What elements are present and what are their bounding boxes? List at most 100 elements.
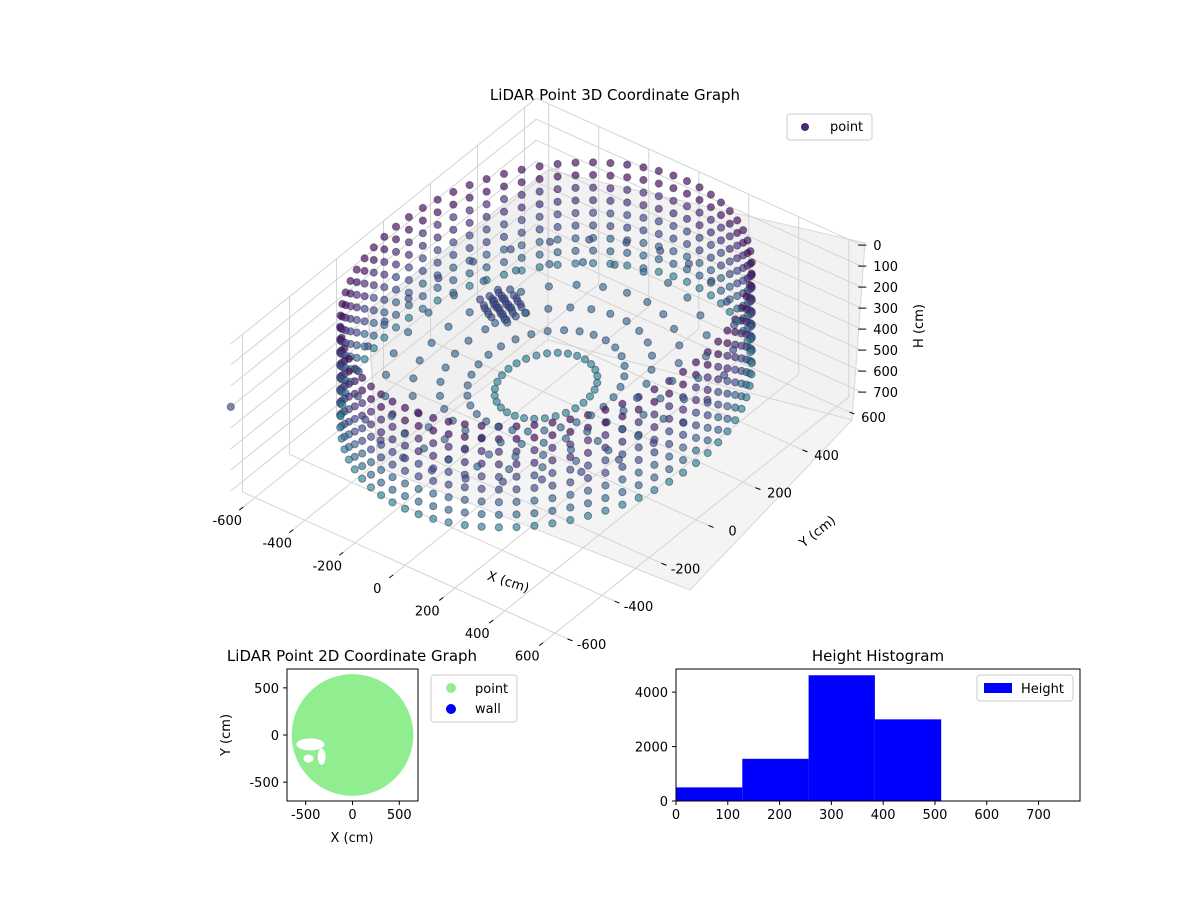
data-point [360,355,369,364]
data-point [369,344,378,353]
grid-line [289,453,615,602]
data-point [682,252,692,261]
data-point [460,495,469,504]
data-point [682,227,692,236]
grid-line [524,264,850,413]
data-point [725,307,734,316]
data-point [377,415,386,424]
data-point [400,441,410,450]
data-point [665,427,674,436]
data-point [474,360,483,369]
data-point [650,423,659,432]
data-point [593,372,602,381]
grid-line [536,97,862,246]
data-point [566,465,575,474]
data-point [639,163,648,172]
chart-3d-zlabel: H (cm) [912,304,927,348]
data-point [380,257,389,267]
data-point [633,432,643,441]
data-point [465,181,474,190]
data-point [606,234,615,243]
data-point [706,266,716,275]
data-point [566,427,575,436]
data-point [716,261,726,270]
data-point [366,470,376,479]
data-point [623,160,632,169]
data-point [449,225,458,234]
data-point [723,389,732,398]
data-point [380,320,389,330]
data-point [639,226,648,235]
data-point [505,465,514,474]
data-point [418,304,427,313]
data-point [679,405,688,414]
y-tick-label: 0 [271,729,279,744]
data-point [366,407,376,416]
data-point [695,195,704,205]
data-point [622,238,631,247]
data-point [665,452,674,461]
y-tick-label: 600 [861,411,886,426]
data-point [540,426,549,435]
data-point [360,329,369,339]
data-point [691,383,701,392]
data-point [601,418,610,427]
data-point [634,418,643,427]
data-point [623,173,632,182]
data-point [714,425,723,434]
data-point [571,209,580,218]
data-point [716,223,726,232]
data-point [695,284,704,293]
data-point [572,280,581,289]
legend-wall-marker [446,704,456,714]
data-point [499,245,509,254]
data-point [682,214,692,223]
height-histogram: Height Histogram 0 100 200 300 400 500 600 7000… [635,647,1081,823]
data-point [409,374,418,383]
data-point [561,408,571,417]
data-point [418,266,427,276]
chart-3d-axes: -600 -400 -200 0 200 400 600 -600 -400 -200 0 200 40… [212,239,898,665]
point-disc [291,674,414,796]
data-point [669,234,678,243]
data-point [639,410,648,419]
data-point [381,392,390,401]
data-point [477,509,486,519]
data-point [620,372,629,381]
data-point [691,459,701,468]
data-point [516,287,526,296]
data-point [639,267,648,276]
data-point [465,218,474,227]
data-point [517,253,526,262]
data-point [444,417,453,426]
data-point [433,296,442,305]
y-tick [661,562,667,566]
data-point [614,455,624,464]
data-point [733,279,742,288]
data-point [593,436,602,446]
data-point [391,273,401,282]
z-tick-label: 0 [873,239,881,254]
grid-line [477,302,803,451]
data-point [465,308,474,317]
data-point [650,385,659,394]
data-point [695,271,704,280]
data-point [461,474,470,483]
data-point [716,248,726,257]
data-point [703,385,712,395]
data-point [449,276,458,285]
data-point [537,475,547,484]
data-point [352,341,361,350]
data-point [725,244,734,253]
data-point [499,195,509,204]
data-point [706,228,716,237]
y-tick-label: 200 [767,487,792,502]
data-point [598,282,608,292]
data-point [703,448,712,458]
x-tick-label: 400 [465,627,490,642]
data-point [623,211,632,220]
z-tick-label: 600 [873,365,898,380]
data-point [460,445,469,454]
data-point [388,397,397,406]
data-point [654,204,663,213]
